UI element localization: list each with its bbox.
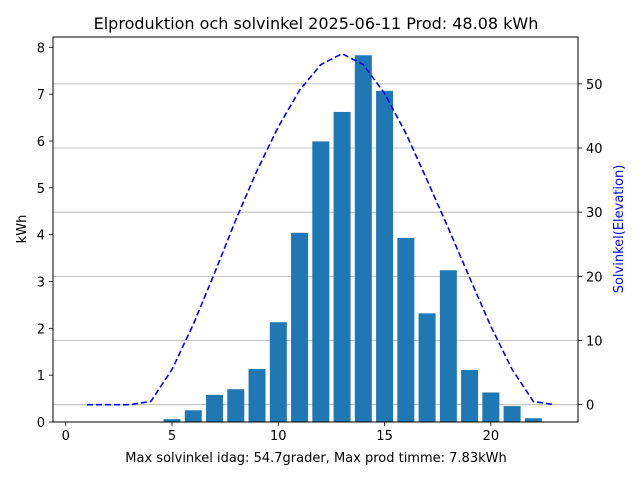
y-tick-label: 2 bbox=[37, 322, 45, 337]
bar bbox=[397, 237, 415, 422]
bar bbox=[312, 141, 330, 422]
plot-frame bbox=[52, 36, 579, 423]
bar bbox=[354, 55, 372, 423]
y-tick-label: 5 bbox=[37, 182, 45, 197]
x-tick-label: 5 bbox=[168, 429, 176, 444]
y-tick-label: 6 bbox=[37, 135, 45, 150]
y-axis-right: 0 10 20 30 40 50 bbox=[578, 78, 603, 414]
y2-tick-label: 20 bbox=[586, 270, 603, 285]
x-axis-label: Max solvinkel idag: 54.7grader, Max prod… bbox=[125, 451, 506, 466]
elevation-line bbox=[87, 52, 555, 406]
y2-tick-label: 10 bbox=[586, 335, 603, 350]
y2-tick-label: 50 bbox=[586, 78, 603, 93]
bar bbox=[482, 392, 500, 422]
y-tick-label: 1 bbox=[37, 369, 45, 384]
elevation-series bbox=[87, 52, 555, 406]
bar bbox=[503, 406, 521, 422]
bar-series bbox=[163, 55, 542, 423]
bar bbox=[418, 313, 436, 422]
y2-axis-label: Solvinkel(Elevation) bbox=[612, 165, 627, 294]
x-axis: 0 5 10 15 20 bbox=[62, 422, 500, 444]
y-axis-label: kWh bbox=[15, 215, 30, 244]
chart-title: Elproduktion och solvinkel 2025-06-11 Pr… bbox=[94, 14, 539, 33]
y2-tick-label: 0 bbox=[586, 399, 594, 414]
y2-tick-label: 40 bbox=[586, 142, 603, 157]
x-tick-label: 15 bbox=[376, 429, 393, 444]
x-tick-label: 0 bbox=[62, 429, 70, 444]
bar bbox=[269, 322, 287, 422]
x-tick-label: 20 bbox=[483, 429, 500, 444]
y-tick-label: 4 bbox=[37, 229, 45, 244]
bar bbox=[291, 232, 309, 422]
y-axis-left: 0 1 2 3 4 5 6 7 8 bbox=[37, 41, 53, 431]
bar bbox=[163, 419, 181, 422]
x-tick-label: 10 bbox=[270, 429, 287, 444]
bar bbox=[376, 90, 394, 422]
bar bbox=[184, 410, 202, 422]
bar bbox=[524, 418, 542, 422]
y-tick-label: 8 bbox=[37, 41, 45, 56]
y2-tick-label: 30 bbox=[586, 206, 603, 221]
bar bbox=[248, 369, 266, 422]
bar bbox=[461, 370, 479, 422]
y-tick-label: 3 bbox=[37, 275, 45, 290]
bar bbox=[206, 394, 224, 422]
bar bbox=[439, 270, 457, 422]
bar bbox=[227, 389, 245, 422]
y-tick-label: 7 bbox=[37, 88, 45, 103]
y-tick-label: 0 bbox=[37, 416, 45, 431]
bar bbox=[333, 111, 351, 422]
